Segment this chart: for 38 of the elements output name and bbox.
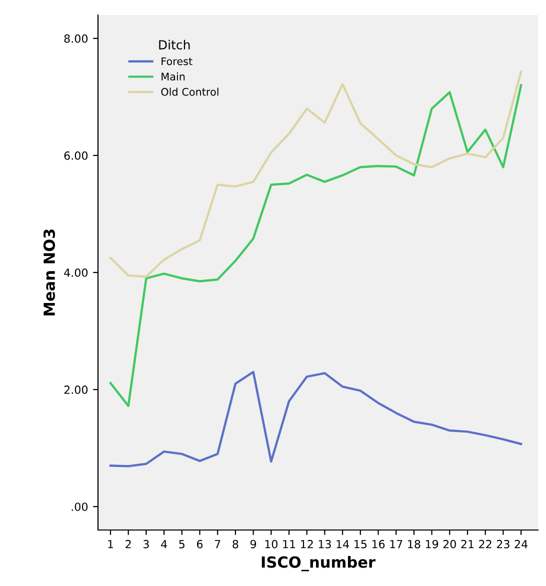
x-tick-label: 14 [336,540,349,548]
x-tick-label: 9 [250,540,256,548]
x-tick-label: 3 [144,540,149,548]
x-tick-label: 12 [300,540,313,548]
x-axis-title: ISCO_number [262,556,376,572]
x-tick-label: 2 [126,540,131,548]
x-tick-label: 4 [161,540,167,548]
x-tick-label: 21 [461,540,474,548]
legend-label: Forest [162,57,192,66]
line-series [109,70,522,278]
x-tick-label: 7 [214,540,220,548]
x-tick-label: 6 [196,540,203,548]
legend-title: Ditch [159,40,190,50]
y-tick-label: 4.00 [64,268,88,277]
x-tick-label: 13 [318,540,331,548]
y-tick-label: 6.00 [64,151,88,160]
x-tick-label: 24 [514,540,528,548]
line-series [109,370,522,468]
x-tick-label: 5 [179,540,184,548]
y-axis-title: Mean NO3 [43,229,56,316]
line-series [109,84,522,408]
x-tick-label: 1 [108,540,114,548]
x-tick-label: 20 [443,540,456,548]
y-tick-label: 8.00 [64,34,88,43]
x-tick-label: 18 [408,540,420,548]
x-tick-label: 11 [283,540,296,548]
x-tick-label: 17 [390,540,402,548]
legend-label: Old Control [161,88,218,96]
y-tick-label: .00 [72,502,88,511]
x-tick-label: 22 [479,540,492,548]
legend-label: Main [162,72,185,80]
x-tick-label: 10 [265,540,278,548]
y-tick-label: 2.00 [64,386,88,394]
x-tick-label: 16 [372,540,385,548]
x-tick-label: 8 [232,540,238,548]
x-tick-label: 19 [426,540,438,548]
x-tick-label: 15 [354,540,366,548]
x-tick-label: 23 [496,540,510,548]
